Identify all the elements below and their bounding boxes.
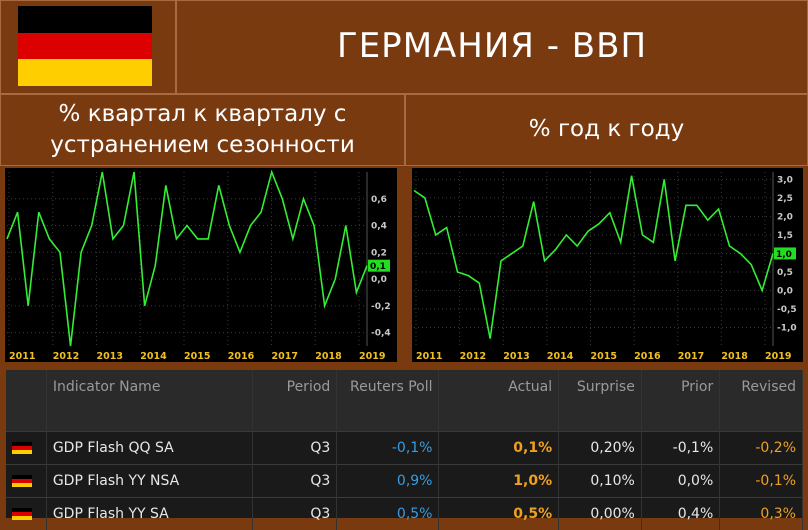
flag-stripe-black	[18, 6, 152, 33]
y-tick-label: 3,0	[777, 175, 793, 185]
chart-qoq-svg: 0,6 0,4 0,2 0,0 -0,2 -0,4 2011 2012 2013 2014 2015…	[5, 168, 397, 362]
chart-yoy-svg: 3,0 2,5 2,0 1,5 1,0 0,5 0,0 -0,5 -1,0 2011 2012 201…	[412, 168, 803, 362]
x-tick-label: 2018	[721, 351, 748, 362]
x-tick-label: 2015	[591, 351, 617, 362]
last-value-label: 1,0	[776, 250, 792, 260]
y-tick-label: 0,6	[371, 195, 387, 205]
row-flag	[6, 498, 46, 530]
header-flag-col	[6, 370, 46, 432]
germany-flag-icon	[12, 442, 32, 455]
y-tick-label: 0,5	[777, 268, 793, 278]
row-indicator-name: GDP Flash YY NSA	[46, 465, 252, 498]
row-surprise: 0,20%	[559, 432, 642, 465]
x-tick-label: 2019	[765, 351, 791, 362]
x-tick-label: 2019	[359, 351, 385, 362]
x-tick-label: 2012	[460, 351, 486, 362]
row-reuters-poll: 0,5%	[337, 498, 439, 530]
row-prior: 0,4%	[641, 498, 719, 530]
x-tick-label: 2011	[9, 351, 35, 362]
y-tick-label: 0,0	[371, 275, 387, 285]
row-revised: -0,1%	[720, 465, 803, 498]
row-indicator-name: GDP Flash YY SA	[46, 498, 252, 530]
y-tick-label: 0,4	[371, 222, 387, 232]
flag-stripe-gold	[18, 59, 152, 86]
y-tick-label: -0,2	[371, 302, 391, 312]
series-line	[414, 176, 773, 339]
row-revised: 0,3%	[720, 498, 803, 530]
x-tick-label: 2013	[503, 351, 529, 362]
row-actual: 0,1%	[439, 432, 559, 465]
header-period[interactable]: Period	[252, 370, 336, 432]
x-tick-label: 2016	[228, 351, 255, 362]
y-tick-label: -0,4	[371, 329, 391, 339]
table-row[interactable]: GDP Flash QQ SA Q3 -0,1% 0,1% 0,20% -0,1…	[6, 432, 803, 465]
chart-yoy: 3,0 2,5 2,0 1,5 1,0 0,5 0,0 -0,5 -1,0 2011 2012 201…	[412, 168, 803, 362]
germany-flag-icon	[12, 508, 32, 521]
y-tick-label: -1,0	[777, 323, 797, 333]
row-period: Q3	[252, 498, 336, 530]
x-tick-label: 2017	[272, 351, 298, 362]
row-reuters-poll: -0,1%	[337, 432, 439, 465]
y-tick-label: 1,5	[777, 231, 793, 241]
y-tick-label: 0,0	[777, 286, 793, 296]
header-reuters-poll[interactable]: Reuters Poll	[337, 370, 439, 432]
header-revised[interactable]: Revised	[720, 370, 803, 432]
row-surprise: 0,10%	[559, 465, 642, 498]
x-tick-label: 2017	[678, 351, 704, 362]
header-indicator-name[interactable]: Indicator Name	[46, 370, 252, 432]
table-row[interactable]: GDP Flash YY SA Q3 0,5% 0,5% 0,00% 0,4% …	[6, 498, 803, 530]
page-title: ГЕРМАНИЯ - ВВП	[176, 0, 808, 92]
y-tick-label: -0,5	[777, 305, 797, 315]
germany-flag-icon	[18, 6, 152, 86]
subhead-qoq: % квартал к кварталу с устранением сезон…	[30, 94, 375, 166]
x-tick-label: 2012	[53, 351, 79, 362]
table-header-row: Indicator Name Period Reuters Poll Actua…	[6, 370, 803, 432]
row-revised: -0,2%	[720, 432, 803, 465]
x-tick-label: 2018	[315, 351, 342, 362]
indicator-table: Indicator Name Period Reuters Poll Actua…	[6, 370, 803, 518]
row-flag	[6, 432, 46, 465]
x-tick-label: 2014	[547, 351, 574, 362]
row-prior: -0,1%	[641, 432, 719, 465]
row-actual: 1,0%	[439, 465, 559, 498]
flag-stripe-red	[18, 33, 152, 60]
germany-flag-icon	[12, 475, 32, 488]
row-surprise: 0,00%	[559, 498, 642, 530]
chart-qoq: 0,6 0,4 0,2 0,0 -0,2 -0,4 2011 2012 2013 2014 2015…	[5, 168, 397, 362]
y-tick-label: 0,2	[371, 248, 387, 258]
subhead-yoy: % год к году	[405, 94, 808, 166]
x-tick-label: 2016	[634, 351, 661, 362]
last-value-label: 0,1	[370, 262, 386, 272]
row-actual: 0,5%	[439, 498, 559, 530]
row-period: Q3	[252, 465, 336, 498]
header-surprise[interactable]: Surprise	[559, 370, 642, 432]
row-prior: 0,0%	[641, 465, 719, 498]
y-tick-label: 2,0	[777, 212, 793, 222]
row-indicator-name: GDP Flash QQ SA	[46, 432, 252, 465]
x-tick-label: 2015	[184, 351, 210, 362]
row-period: Q3	[252, 432, 336, 465]
row-reuters-poll: 0,9%	[337, 465, 439, 498]
series-line	[7, 172, 367, 346]
table-row[interactable]: GDP Flash YY NSA Q3 0,9% 1,0% 0,10% 0,0%…	[6, 465, 803, 498]
header-prior[interactable]: Prior	[641, 370, 719, 432]
header-actual[interactable]: Actual	[439, 370, 559, 432]
x-tick-label: 2014	[140, 351, 167, 362]
x-tick-label: 2011	[416, 351, 442, 362]
x-tick-label: 2013	[97, 351, 123, 362]
row-flag	[6, 465, 46, 498]
y-tick-label: 2,5	[777, 194, 793, 204]
